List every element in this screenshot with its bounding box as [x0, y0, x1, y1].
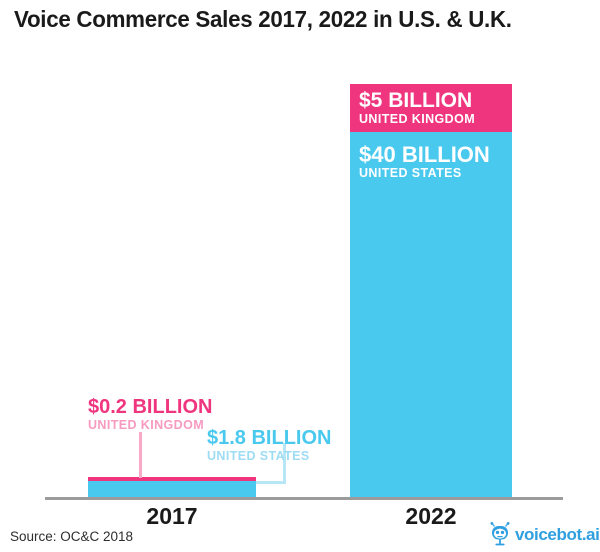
leader-line-2017-united-kingdom — [139, 432, 142, 478]
bar-label-2022-united-states: $40 BILLION UNITED STATES — [359, 142, 490, 181]
bar-segment-2022-united-states[interactable] — [350, 132, 512, 497]
chart-title: Voice Commerce Sales 2017, 2022 in U.S. … — [14, 6, 512, 32]
bar-segment-2017-united-states[interactable] — [88, 481, 256, 497]
bar-region-2022-united-kingdom: UNITED KINGDOM — [359, 112, 476, 126]
callout-region-2017-united-states: UNITED STATES — [207, 449, 310, 463]
bar-group-2017[interactable] — [88, 477, 256, 497]
leader-line-2017-united-states-horizontal — [256, 481, 286, 484]
bar-region-2022-united-states: UNITED STATES — [359, 166, 462, 180]
bar-label-2022-united-kingdom: $5 BILLION UNITED KINGDOM — [359, 89, 476, 127]
bar-segment-2017-united-kingdom[interactable] — [88, 477, 256, 481]
leader-line-2017-united-states-vertical — [283, 443, 286, 484]
x-axis-line — [45, 497, 563, 500]
source-note: Source: OC&C 2018 — [10, 529, 134, 544]
callout-2017-united-kingdom: $0.2 BILLION UNITED KINGDOM — [88, 396, 212, 433]
x-axis-tick-2022: 2022 — [405, 503, 457, 529]
bar-group-2022[interactable]: $5 BILLION UNITED KINGDOM $40 BILLION UN… — [350, 84, 512, 497]
x-axis-tick-2017: 2017 — [146, 503, 198, 529]
callout-value-2017-united-states: $1.8 BILLION — [207, 427, 332, 449]
bar-value-2022-united-kingdom: $5 BILLION — [359, 89, 473, 112]
brand-logo[interactable]: voicebot.ai — [488, 521, 600, 549]
callout-value-2017-united-kingdom: $0.2 BILLION — [88, 396, 213, 418]
callout-region-2017-united-kingdom: UNITED KINGDOM — [88, 418, 205, 432]
brand-wordmark: voicebot.ai — [515, 525, 600, 544]
bar-segment-2022-united-kingdom[interactable] — [350, 84, 512, 132]
plot-area: $5 BILLION UNITED KINGDOM $40 BILLION UN… — [45, 84, 563, 529]
callout-2017-united-states: $1.8 BILLION UNITED STATES — [207, 427, 331, 464]
bar-value-2022-united-states: $40 BILLION — [359, 142, 490, 167]
voicebot-robot-icon — [490, 522, 510, 546]
